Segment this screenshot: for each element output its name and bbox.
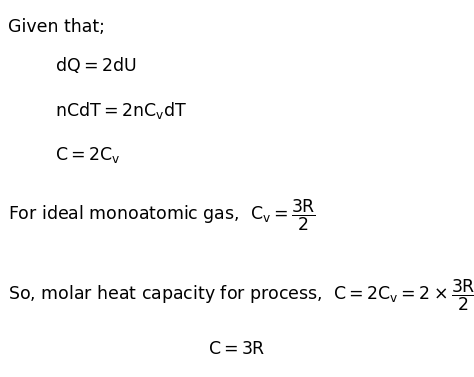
Text: So, molar heat capacity for process,  $C = 2C_{\mathregular{v}} = 2\times\dfrac{: So, molar heat capacity for process, $C … — [8, 278, 474, 313]
Text: $dQ = 2dU$: $dQ = 2dU$ — [55, 55, 136, 75]
Text: $C = 2C_{\mathregular{v}}$: $C = 2C_{\mathregular{v}}$ — [55, 145, 120, 165]
Text: For ideal monoatomic gas,  $C_{\mathregular{v}} = \dfrac{3R}{2}$: For ideal monoatomic gas, $C_{\mathregul… — [8, 198, 316, 233]
Text: $C = 3R$: $C = 3R$ — [208, 340, 266, 358]
Text: $nCdT = 2nC_{\mathregular{v}}dT$: $nCdT = 2nC_{\mathregular{v}}dT$ — [55, 100, 187, 121]
Text: Given that;: Given that; — [8, 18, 105, 36]
